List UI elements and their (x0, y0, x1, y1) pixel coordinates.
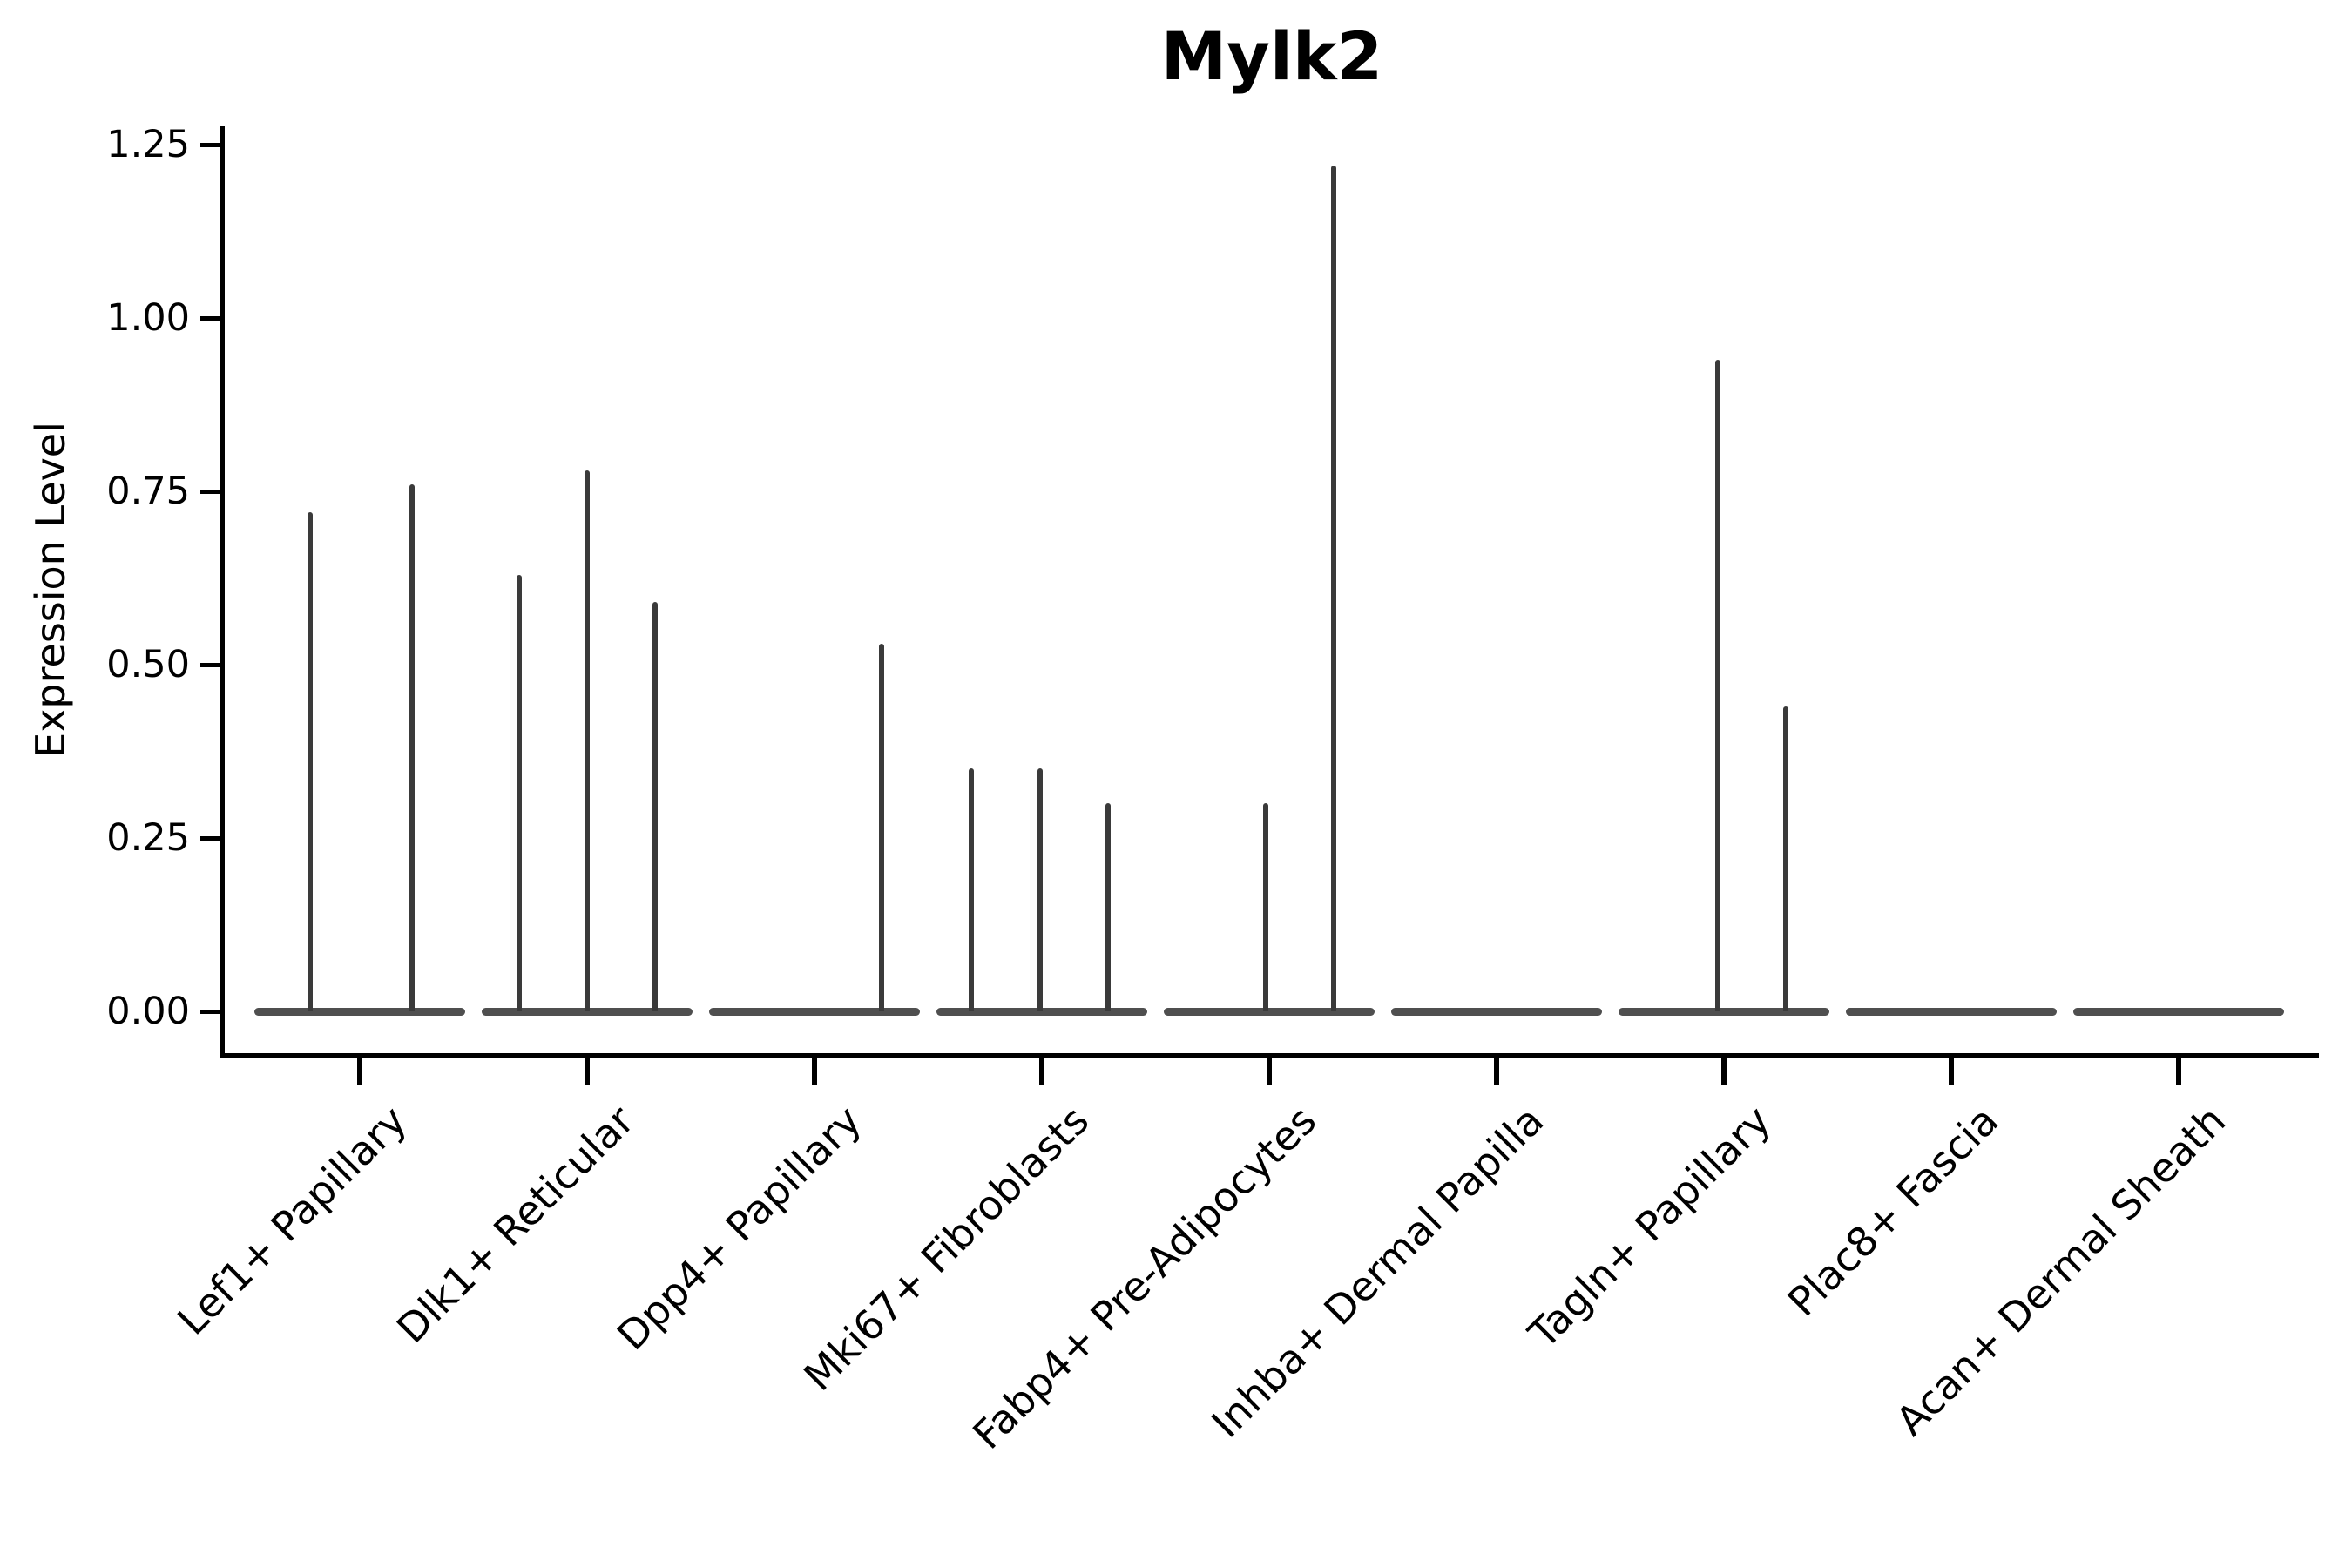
violin-spike (585, 470, 590, 1011)
chart-title: Mylk2 (1160, 17, 1383, 95)
x-tick (1721, 1058, 1727, 1085)
x-tick-label: Lef1+ Papillary (168, 1097, 416, 1344)
violin-baseline (254, 1007, 465, 1016)
x-tick-label: Plac8+ Fascia (1778, 1097, 2008, 1326)
y-tick-label: 1.25 (106, 123, 190, 166)
violin-spike (308, 511, 314, 1011)
x-tick (357, 1058, 362, 1085)
violin-spike (1037, 768, 1043, 1011)
violin-baseline (936, 1007, 1147, 1016)
y-tick (200, 489, 220, 494)
violin-baseline (709, 1007, 920, 1016)
violin-baseline (2073, 1007, 2284, 1016)
violin-baseline (1391, 1007, 1602, 1016)
violin-spike (409, 484, 416, 1011)
y-tick (200, 662, 220, 667)
x-tick (2176, 1058, 2181, 1085)
x-tick-label: Dpp4+ Papillary (607, 1097, 871, 1360)
x-tick (1949, 1058, 1954, 1085)
violin-spike (1331, 165, 1337, 1011)
y-tick (200, 142, 220, 147)
x-tick (1039, 1058, 1044, 1085)
y-tick-label: 1.00 (106, 296, 190, 340)
x-tick (1494, 1058, 1499, 1085)
x-tick (812, 1058, 817, 1085)
x-axis-spine (220, 1053, 2319, 1058)
violin-spike (516, 574, 522, 1011)
violin-baseline (1619, 1007, 1829, 1016)
violin-spike (878, 644, 884, 1011)
violin-spike (1714, 359, 1720, 1011)
violin-spike (969, 768, 975, 1011)
y-tick (200, 835, 220, 841)
violin-spike (652, 602, 659, 1011)
x-tick-label: Tagln+ Papillary (1519, 1097, 1781, 1357)
y-tick (200, 315, 220, 321)
violin-spike (1782, 706, 1788, 1011)
x-tick (1267, 1058, 1272, 1085)
y-axis-spine (220, 126, 225, 1058)
violin-spike (1105, 803, 1111, 1011)
violin-baseline (1846, 1007, 2057, 1016)
y-tick-label: 0.50 (106, 643, 190, 686)
y-tick (200, 1009, 220, 1014)
y-tick-label: 0.25 (106, 816, 190, 860)
violin-baseline (1164, 1007, 1375, 1016)
y-tick-label: 0.75 (106, 470, 190, 513)
x-tick (585, 1058, 590, 1085)
x-tick-label: Dlk1+ Reticular (387, 1097, 644, 1353)
violin-baseline (482, 1007, 693, 1016)
violin-spike (1263, 803, 1269, 1011)
y-tick-label: 0.00 (106, 990, 190, 1033)
